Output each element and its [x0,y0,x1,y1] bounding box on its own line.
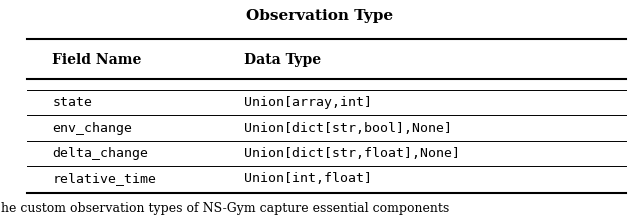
Text: Union[dict[str,float],None]: Union[dict[str,float],None] [244,147,460,160]
Text: Union[dict[str,bool],None]: Union[dict[str,bool],None] [244,122,452,135]
Text: Data Type: Data Type [244,53,321,67]
Text: Union[array,int]: Union[array,int] [244,96,372,109]
Text: Field Name: Field Name [52,53,141,67]
Text: delta_change: delta_change [52,147,148,160]
Text: state: state [52,96,92,109]
Text: Observation Type: Observation Type [246,9,394,23]
Text: Union[int,float]: Union[int,float] [244,172,372,185]
Text: relative_time: relative_time [52,172,156,185]
Text: env_change: env_change [52,122,132,135]
Text: he custom observation types of NS-Gym capture essential components: he custom observation types of NS-Gym ca… [1,202,450,215]
